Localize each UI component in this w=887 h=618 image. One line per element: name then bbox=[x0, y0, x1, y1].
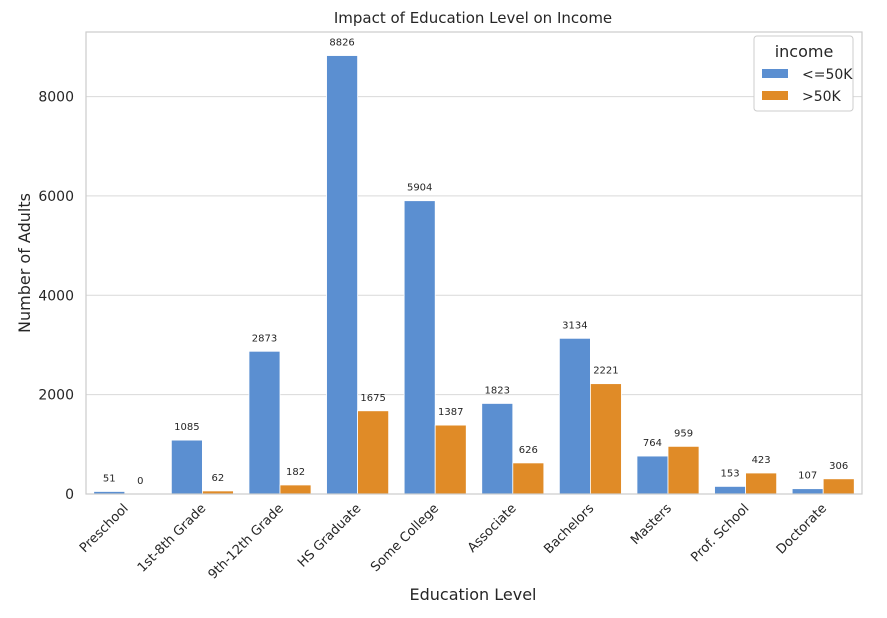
y-tick-label-1: 2000 bbox=[38, 388, 74, 404]
bar-le50k-2 bbox=[248, 350, 281, 495]
data-labels: 51 0 1085 62 2873 182 8826 1675 5904 1387 1823 626 3… bbox=[103, 38, 848, 487]
bar-gt50k-9 bbox=[822, 478, 855, 495]
data-label-gt50k-4: 1387 bbox=[438, 407, 463, 418]
data-label-le50k-9: 107 bbox=[798, 471, 817, 482]
x-tick-label-1: 1st-8th Grade bbox=[135, 501, 209, 575]
y-axis-ticks: 0 2000 4000 6000 8000 bbox=[38, 90, 74, 503]
bar-le50k-7 bbox=[636, 455, 669, 495]
data-label-gt50k-5: 626 bbox=[519, 445, 538, 456]
y-tick-label-4: 8000 bbox=[38, 90, 74, 106]
x-tick-label-6: Bachelors bbox=[541, 501, 597, 557]
chart-title: Impact of Education Level on Income bbox=[334, 9, 612, 27]
data-label-le50k-1: 1085 bbox=[174, 422, 199, 433]
bar-le50k-8 bbox=[714, 485, 746, 495]
data-label-gt50k-0: 0 bbox=[137, 476, 143, 487]
data-label-le50k-3: 8826 bbox=[329, 38, 354, 49]
bar-gt50k-8 bbox=[745, 472, 778, 495]
legend-label-le50k: <=50K bbox=[802, 67, 853, 83]
bar-le50k-4 bbox=[403, 200, 436, 495]
bar-gt50k-7 bbox=[667, 445, 700, 495]
y-tick-label-0: 0 bbox=[65, 487, 74, 503]
x-tick-label-9: Doctorate bbox=[774, 501, 830, 557]
x-axis-label: Education Level bbox=[410, 585, 537, 604]
x-tick-label-3: HS Graduate bbox=[295, 501, 364, 570]
bar-le50k-1 bbox=[170, 439, 203, 495]
data-label-gt50k-6: 2221 bbox=[593, 366, 618, 377]
x-tick-label-7: Masters bbox=[628, 501, 675, 548]
bar-le50k-5 bbox=[481, 403, 514, 495]
bar-gt50k-5 bbox=[512, 462, 545, 495]
bar-le50k-3 bbox=[326, 55, 358, 495]
bar-gt50k-2 bbox=[279, 484, 312, 495]
legend-title: income bbox=[775, 42, 834, 61]
data-label-le50k-8: 153 bbox=[721, 468, 740, 479]
legend: income <=50K >50K bbox=[753, 35, 854, 112]
x-tick-label-4: Some College bbox=[368, 501, 442, 575]
y-tick-label-2: 4000 bbox=[38, 288, 74, 304]
y-axis-label: Number of Adults bbox=[15, 193, 34, 333]
x-tick-label-0: Preschool bbox=[77, 501, 132, 556]
data-label-gt50k-7: 959 bbox=[674, 428, 693, 439]
data-label-gt50k-8: 423 bbox=[752, 455, 771, 466]
data-label-gt50k-9: 306 bbox=[829, 461, 848, 472]
data-label-le50k-5: 1823 bbox=[485, 385, 510, 396]
x-tick-label-8: Prof. School bbox=[688, 501, 752, 565]
bar-gt50k-6 bbox=[590, 383, 622, 495]
x-tick-label-5: Associate bbox=[465, 501, 520, 556]
data-label-le50k-6: 3134 bbox=[562, 320, 587, 331]
data-label-le50k-4: 5904 bbox=[407, 183, 432, 194]
legend-swatch-gt50k bbox=[762, 91, 788, 100]
bar-le50k-6 bbox=[558, 337, 591, 495]
y-tick-label-3: 6000 bbox=[38, 189, 74, 205]
data-label-le50k-2: 2873 bbox=[252, 333, 277, 344]
legend-label-gt50k: >50K bbox=[802, 89, 842, 105]
data-label-le50k-7: 764 bbox=[643, 438, 662, 449]
grid-lines bbox=[86, 96, 862, 495]
bars bbox=[93, 55, 855, 495]
legend-swatch-le50k bbox=[762, 69, 788, 78]
x-tick-label-2: 9th-12th Grade bbox=[206, 501, 287, 582]
data-label-gt50k-3: 1675 bbox=[360, 393, 385, 404]
bar-gt50k-3 bbox=[357, 410, 390, 495]
data-label-le50k-0: 51 bbox=[103, 473, 116, 484]
data-label-gt50k-1: 62 bbox=[212, 473, 225, 484]
data-label-gt50k-2: 182 bbox=[286, 467, 305, 478]
plot-frame bbox=[85, 31, 863, 495]
bar-le50k-9 bbox=[791, 488, 824, 495]
bar-gt50k-4 bbox=[434, 424, 467, 495]
